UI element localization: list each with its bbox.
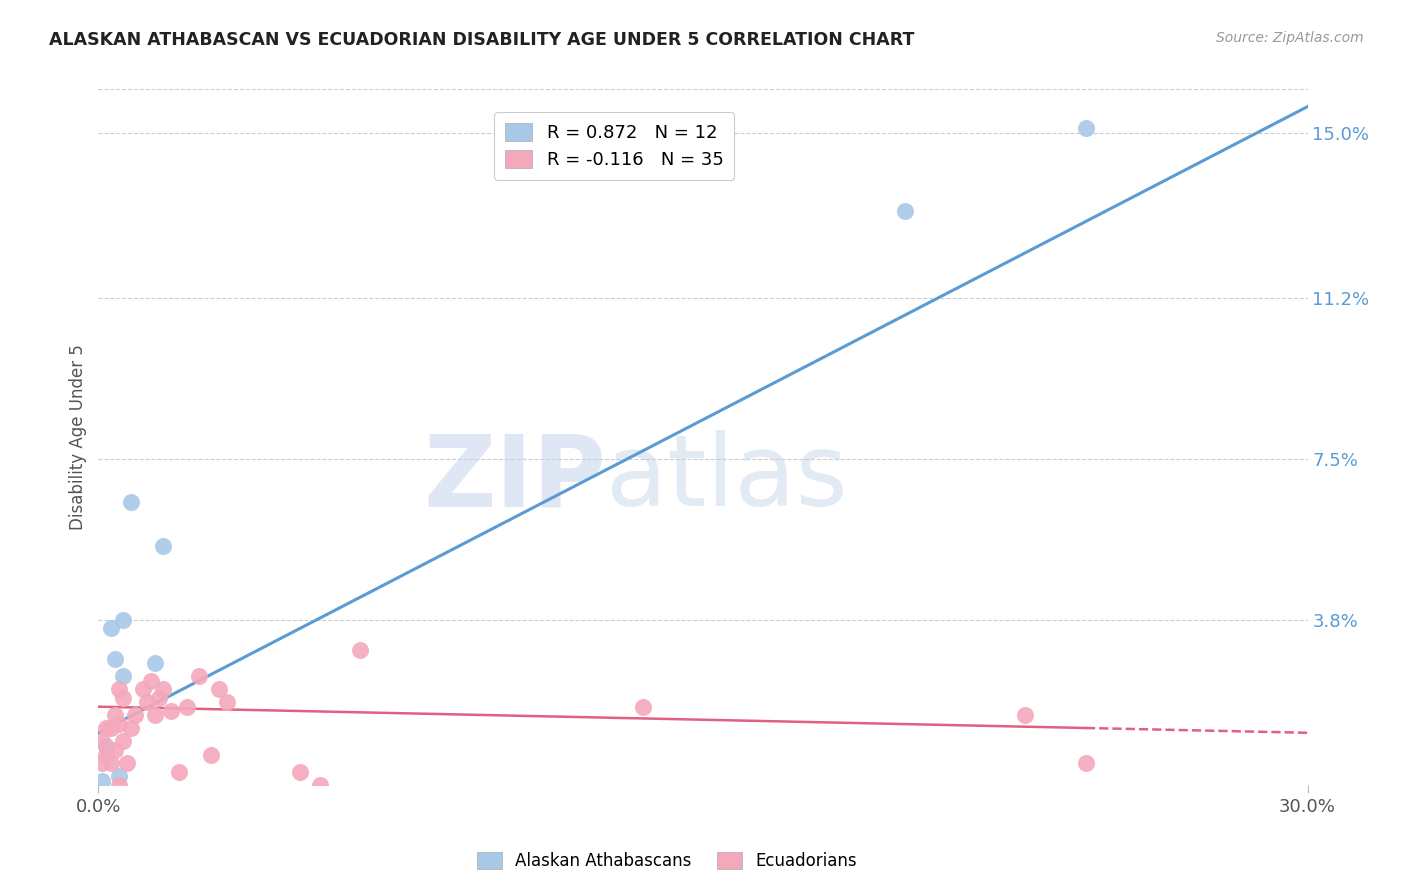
Point <box>217 695 239 709</box>
Point <box>100 621 122 635</box>
Point <box>143 708 166 723</box>
Text: Source: ZipAtlas.com: Source: ZipAtlas.com <box>1216 31 1364 45</box>
Point <box>631 699 654 714</box>
Point <box>288 764 311 779</box>
Point <box>139 673 162 688</box>
Point <box>200 747 222 762</box>
Point <box>120 495 142 509</box>
Point <box>103 743 125 757</box>
Point <box>107 717 129 731</box>
Point <box>160 704 183 718</box>
Point <box>1074 756 1097 771</box>
Point <box>893 203 915 218</box>
Text: atlas: atlas <box>606 430 848 527</box>
Point <box>111 613 134 627</box>
Point <box>96 739 118 753</box>
Y-axis label: Disability Age Under 5: Disability Age Under 5 <box>69 344 87 530</box>
Point <box>91 734 114 748</box>
Point <box>111 690 134 705</box>
Point <box>100 756 122 771</box>
Point <box>107 682 129 697</box>
Point <box>107 769 129 783</box>
Point <box>349 643 371 657</box>
Point <box>188 669 211 683</box>
Point <box>143 657 166 671</box>
Text: ALASKAN ATHABASCAN VS ECUADORIAN DISABILITY AGE UNDER 5 CORRELATION CHART: ALASKAN ATHABASCAN VS ECUADORIAN DISABIL… <box>49 31 914 49</box>
Point <box>176 699 198 714</box>
Point <box>103 652 125 666</box>
Point <box>107 778 129 792</box>
Point <box>96 722 118 736</box>
Point <box>91 773 114 788</box>
Point <box>111 734 134 748</box>
Point <box>111 669 134 683</box>
Point <box>135 695 157 709</box>
Legend: Alaskan Athabascans, Ecuadorians: Alaskan Athabascans, Ecuadorians <box>467 842 866 880</box>
Point <box>132 682 155 697</box>
Point <box>124 708 146 723</box>
Point <box>96 747 118 762</box>
Point <box>152 682 174 697</box>
Text: ZIP: ZIP <box>423 430 606 527</box>
Point <box>1014 708 1036 723</box>
Point <box>1074 121 1097 136</box>
Point <box>91 756 114 771</box>
Point <box>103 708 125 723</box>
Point <box>100 722 122 736</box>
Point <box>120 722 142 736</box>
Point <box>148 690 170 705</box>
Point <box>152 539 174 553</box>
Point <box>309 778 332 792</box>
Point <box>208 682 231 697</box>
Point <box>115 756 138 771</box>
Point <box>167 764 190 779</box>
